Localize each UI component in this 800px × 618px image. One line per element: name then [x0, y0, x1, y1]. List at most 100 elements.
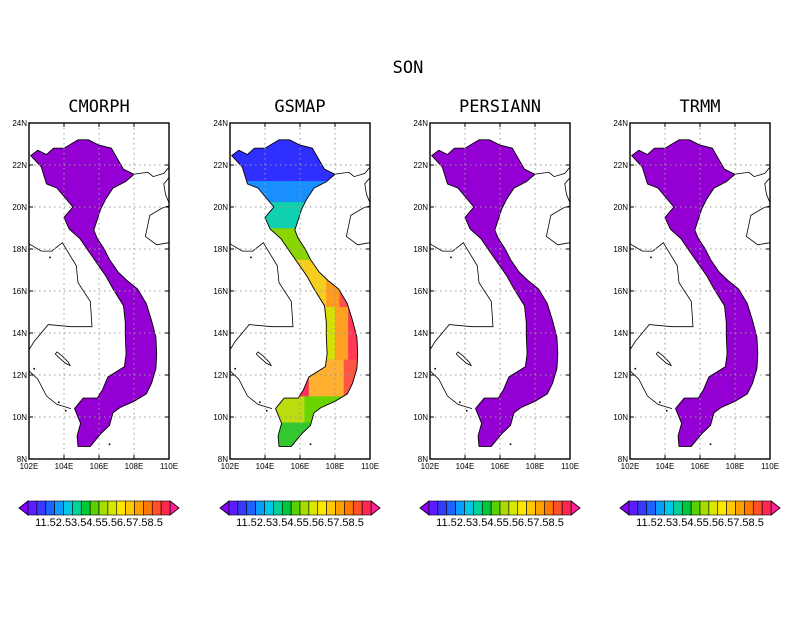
x-tick-label: 108E [526, 462, 545, 471]
y-tick-label: 20N [12, 203, 27, 212]
colorbar-labels: 11.52.53.54.55.56.57.58.5 [636, 517, 764, 529]
island-dot [250, 256, 252, 259]
y-tick-label: 22N [413, 161, 428, 170]
island-dot [234, 367, 236, 370]
map-panel-persiann: PERSIANN 102E 104E 106E 108E 110E 8N 10N 12N 14N 1… [413, 97, 581, 529]
colorbar-swatch [499, 500, 510, 516]
y-tick-label: 22N [613, 161, 628, 170]
y-tick-label: 12N [12, 371, 27, 380]
y-tick-label: 10N [12, 413, 27, 422]
island-dot [450, 256, 452, 259]
colorbar-labels: 11.52.53.54.55.56.57.58.5 [436, 517, 564, 529]
island-dot [634, 367, 637, 370]
colorbar-swatch [255, 500, 265, 516]
y-tick-label: 16N [213, 287, 228, 296]
colorbar-low-arrow [219, 500, 230, 516]
island-dot [33, 367, 35, 370]
colorbar: 11.52.53.54.55.56.57.58.5 [219, 500, 381, 529]
x-tick-label: 110E [761, 462, 779, 471]
colorbar-swatch [735, 500, 745, 516]
colorbar-swatch [335, 500, 345, 516]
colorbar-swatch [752, 500, 763, 516]
colorbar-swatch [134, 500, 144, 516]
y-tick-label: 10N [413, 413, 428, 422]
colorbar-swatch [352, 500, 363, 516]
y-tick-label: 8N [618, 455, 628, 464]
colorbar-swatch [237, 500, 248, 516]
colorbar-swatch [428, 500, 439, 516]
x-tick-label: 102E [621, 462, 640, 471]
y-tick-label: 22N [12, 161, 27, 170]
precip-field [30, 139, 157, 447]
colorbar-swatch [473, 500, 483, 516]
island-dot [49, 256, 51, 259]
colorbar-swatch [681, 500, 692, 516]
colorbar-swatch [160, 500, 171, 516]
colorbar-swatch [726, 500, 736, 516]
x-tick-label: 104E [256, 462, 275, 471]
colorbar-swatch [481, 500, 492, 516]
panel-title: GSMAP [274, 97, 325, 117]
island-dot [459, 401, 461, 404]
colorbar-swatch [273, 500, 283, 516]
y-tick-label: 18N [12, 245, 27, 254]
y-tick-label: 18N [613, 245, 628, 254]
colorbar-swatch [326, 500, 336, 516]
colorbar-swatch [646, 500, 656, 516]
panel-title: PERSIANN [459, 97, 541, 117]
y-tick-label: 12N [413, 371, 428, 380]
x-tick-label: 106E [491, 462, 510, 471]
colorbar-labels: 11.52.53.54.55.56.57.58.5 [35, 517, 163, 529]
y-tick-label: 8N [418, 455, 428, 464]
x-tick-label: 106E [691, 462, 710, 471]
coastline-china [133, 166, 169, 178]
colorbar-swatch [228, 500, 239, 516]
y-tick-label: 20N [413, 203, 428, 212]
colorbar-swatch [561, 500, 572, 516]
y-tick-label: 22N [213, 161, 228, 170]
y-tick-label: 14N [12, 329, 27, 338]
colorbar-swatch [637, 500, 648, 516]
map-panel-gsmap: GSMAP 102E 104E 106E 108E 110E 8N 10N 12N 14N 16N 1… [213, 97, 381, 529]
y-tick-label: 24N [213, 119, 228, 128]
coastline-hainan [144, 205, 169, 246]
y-tick-label: 16N [613, 287, 628, 296]
colorbar-swatch [526, 500, 536, 516]
x-tick-label: 108E [125, 462, 144, 471]
lake [54, 351, 72, 367]
gridlines [230, 123, 370, 459]
colorbar-swatch [361, 500, 372, 516]
colorbar-swatch [690, 500, 701, 516]
coastline-leizhou [564, 177, 570, 203]
island-dot [659, 401, 661, 404]
precip-field [631, 139, 758, 447]
country-boundary [630, 242, 694, 409]
y-tick-label: 14N [413, 329, 428, 338]
coastline-china [534, 166, 570, 178]
colorbar-high-arrow [770, 500, 781, 516]
x-tick-label: 104E [55, 462, 74, 471]
x-tick-label: 106E [291, 462, 310, 471]
colorbar-swatch [552, 500, 563, 516]
y-tick-label: 14N [213, 329, 228, 338]
colorbar-swatch [290, 500, 301, 516]
colorbar-swatch [455, 500, 465, 516]
coastline-hainan [545, 205, 570, 246]
coastline-china [734, 166, 770, 178]
colorbar: 11.52.53.54.55.56.57.58.5 [619, 500, 781, 529]
country-boundary [29, 242, 93, 409]
coastline-leizhou [364, 177, 370, 203]
colorbar-swatch [717, 500, 727, 516]
colorbar-swatch [464, 500, 474, 516]
y-tick-label: 16N [12, 287, 27, 296]
x-tick-label: 108E [726, 462, 745, 471]
colorbar-swatch [490, 500, 501, 516]
colorbar-swatch [517, 500, 527, 516]
colorbar-swatch [116, 500, 126, 516]
y-tick-label: 18N [413, 245, 428, 254]
y-tick-label: 12N [613, 371, 628, 380]
y-tick-label: 24N [413, 119, 428, 128]
colorbar-labels: 11.52.53.54.55.56.57.58.5 [236, 517, 364, 529]
y-tick-label: 24N [613, 119, 628, 128]
colorbar-swatch [673, 500, 683, 516]
